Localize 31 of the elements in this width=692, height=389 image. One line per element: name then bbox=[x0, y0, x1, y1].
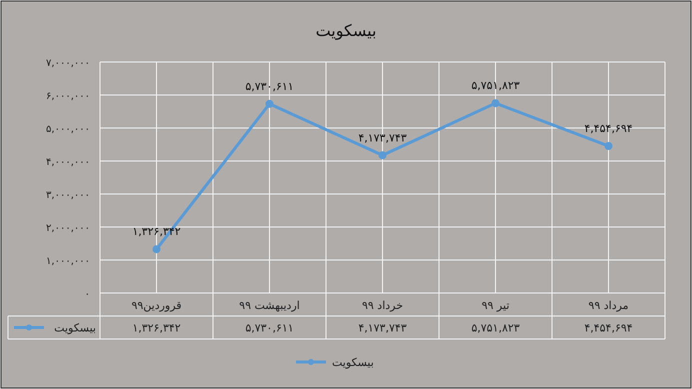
data-label: ۴,۴۵۴,۶۹۴ bbox=[584, 322, 633, 334]
y-tick-label: ۶,۰۰۰,۰۰۰ bbox=[46, 91, 90, 102]
text: ۴,۱۷۳,۷۴۳ bbox=[358, 131, 407, 144]
x-tick-label: اردیبهشت ۹۹ bbox=[239, 299, 300, 312]
y-tick-label: ۳,۰۰۰,۰۰۰ bbox=[46, 190, 90, 201]
point bbox=[152, 245, 160, 254]
y-tick-label: ۲,۰۰۰,۰۰۰ bbox=[46, 223, 90, 234]
chart-title: بیسکویت bbox=[316, 21, 376, 40]
point bbox=[492, 99, 500, 108]
y-tick-label: ۱,۰۰۰,۰۰۰ bbox=[46, 256, 90, 267]
data-label: ۱,۳۲۶,۳۴۲ bbox=[132, 322, 181, 334]
point bbox=[378, 151, 386, 160]
x-tick-label: تیر ۹۹ bbox=[482, 299, 510, 312]
text: ۵,۷۳۰,۶۱۱ bbox=[245, 80, 294, 93]
data-label: ۵,۷۵۱,۸۲۳ bbox=[471, 322, 520, 334]
x-tick-label: خرداد ۹۹ bbox=[362, 299, 404, 312]
legend-label: بیسکویت bbox=[54, 322, 96, 334]
y-tick-label: ۷,۰۰۰,۰۰۰ bbox=[46, 58, 90, 69]
data-label: ۵,۷۳۰,۶۱۱ bbox=[245, 322, 294, 334]
x-tick-label: قروردین۹۹ bbox=[131, 299, 182, 312]
y-tick-label: ۴,۰۰۰,۰۰۰ bbox=[46, 157, 90, 168]
point bbox=[266, 100, 274, 108]
text: بیسکویت bbox=[332, 356, 374, 369]
point bbox=[604, 142, 612, 150]
text: ۴,۴۵۴,۶۹۴ bbox=[584, 122, 633, 135]
text: ۱,۳۲۶,۳۴۲ bbox=[132, 225, 181, 238]
text: ۵,۷۵۱,۸۲۳ bbox=[471, 79, 520, 92]
y-tick-label: ۵,۰۰۰,۰۰۰ bbox=[46, 124, 90, 135]
y-tick-label: ۰ bbox=[84, 289, 90, 300]
x-tick-label: مرداد ۹۹ bbox=[588, 299, 629, 312]
data-label: ۴,۱۷۳,۷۴۳ bbox=[358, 322, 407, 334]
